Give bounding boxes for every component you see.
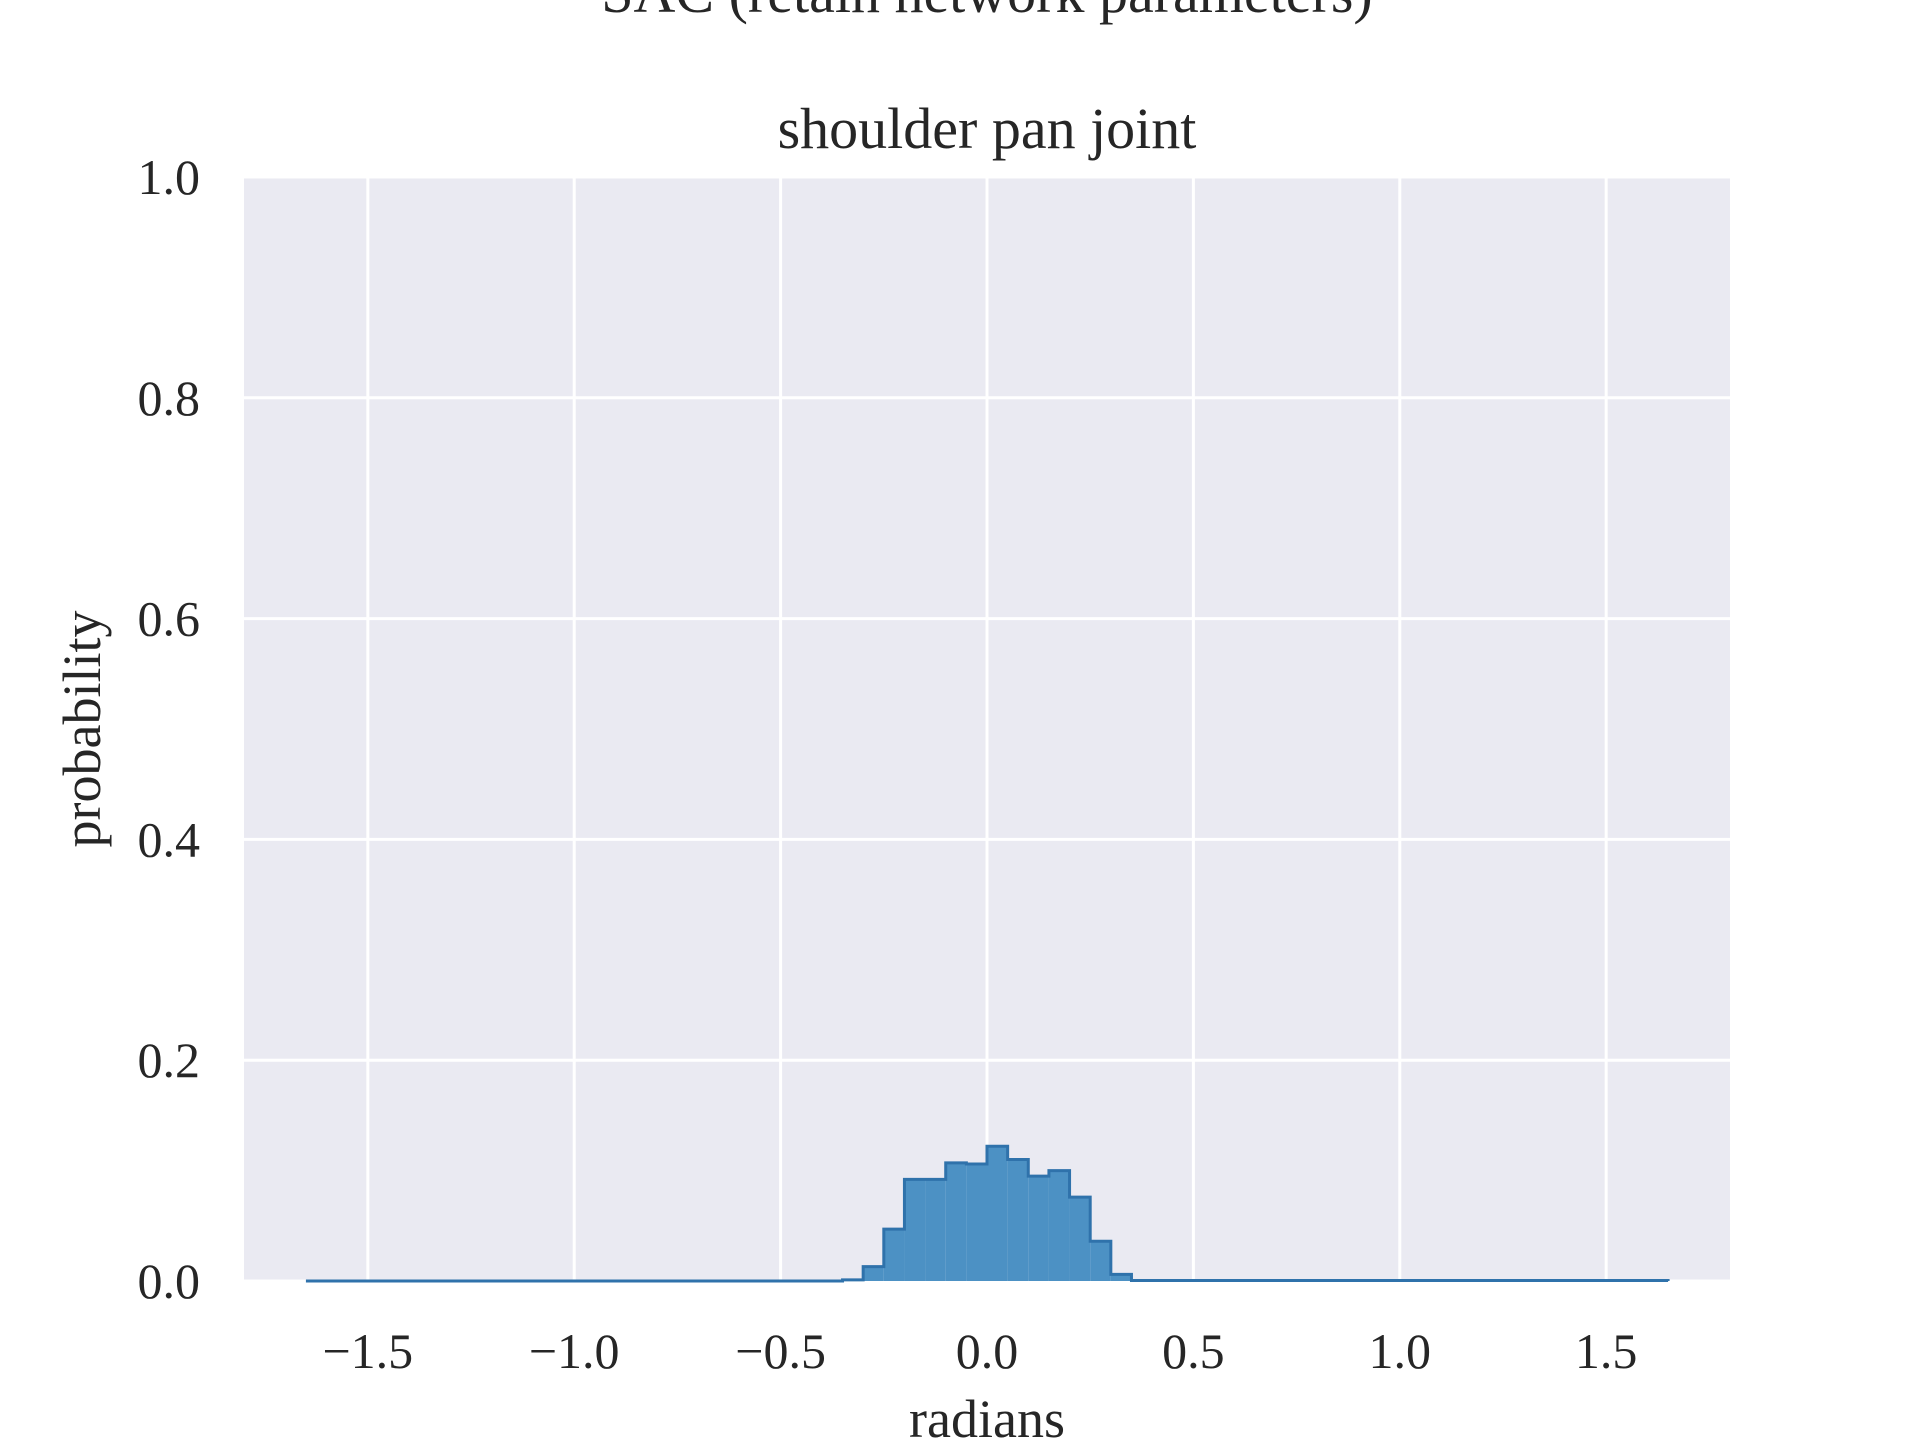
histogram-bars [842,1146,1669,1281]
y-tick-label: 0.4 [138,811,201,867]
x-tick-label: −0.5 [735,1323,826,1379]
x-tick-label: 0.5 [1162,1323,1225,1379]
histogram-bar [1069,1197,1091,1281]
chart-title: SAC (retain network parameters) [601,0,1372,25]
histogram-bar [1028,1176,1049,1281]
histogram-bar [925,1179,946,1281]
y-tick-label: 0.8 [138,370,201,426]
x-tick-label: −1.0 [529,1323,620,1379]
y-tick-label: 0.0 [138,1253,201,1309]
histogram-bar [1110,1274,1132,1281]
histogram-bar [863,1266,884,1281]
chart-subtitle: shoulder pan joint [778,96,1197,161]
histogram-bar [904,1179,926,1281]
y-tick-label: 1.0 [138,149,201,205]
y-tick-label: 0.2 [138,1032,201,1088]
histogram-bar [966,1163,987,1281]
x-tick-label: 1.0 [1369,1323,1432,1379]
x-axis-label: radians [909,1389,1065,1440]
histogram-bar [1090,1241,1111,1281]
x-tick-label: 1.5 [1575,1323,1638,1379]
histogram-bar [883,1229,905,1281]
histogram-bar [1048,1170,1070,1281]
y-tick-labels: 0.0 0.2 0.4 0.6 0.8 1.0 [138,149,201,1309]
x-tick-label: −1.5 [322,1323,413,1379]
histogram-bar [987,1146,1008,1281]
x-tick-labels: −1.5 −1.0 −0.5 0.0 0.5 1.0 1.5 [322,1323,1637,1379]
histogram-outline [305,1144,1670,1283]
y-tick-label: 0.6 [138,591,201,647]
x-tick-label: 0.0 [956,1323,1019,1379]
histogram-bar [945,1162,967,1281]
y-axis-label: probability [52,611,112,848]
histogram-bar [1007,1159,1029,1281]
